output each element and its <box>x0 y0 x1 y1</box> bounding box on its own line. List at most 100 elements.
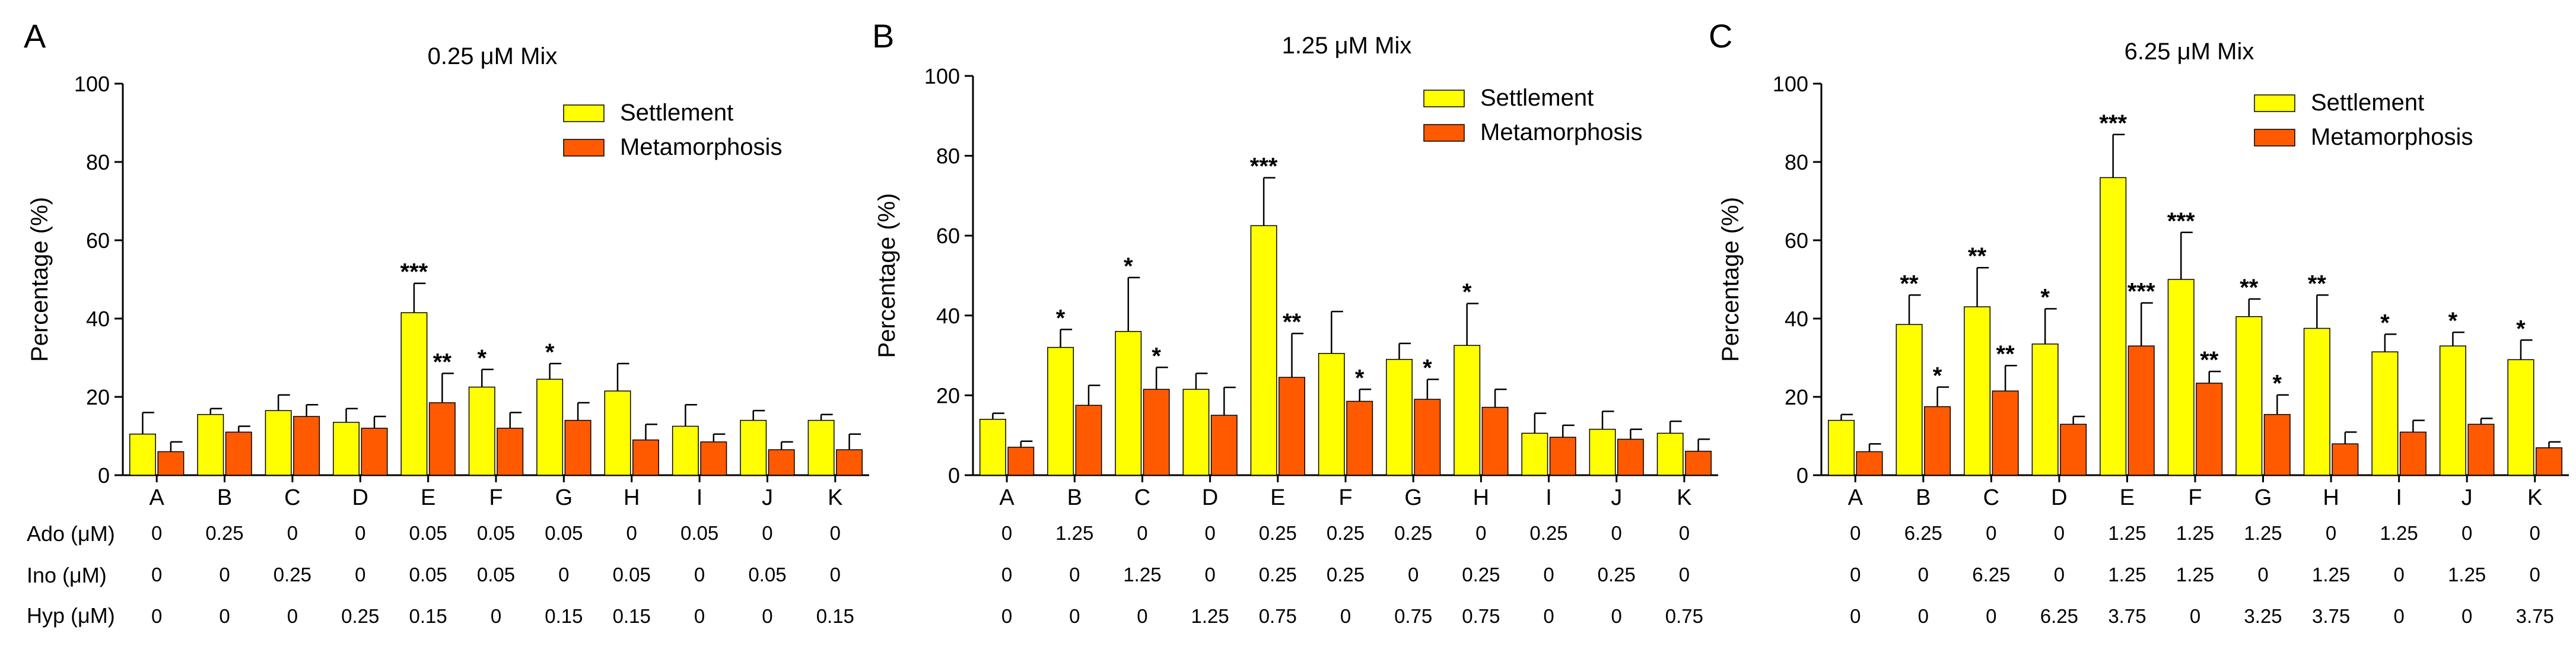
concentration-ino: 0 <box>2257 564 2268 586</box>
significance-label: * <box>1056 305 1066 331</box>
concentration-ado: 0.25 <box>1327 522 1365 544</box>
concentration-ado: 0 <box>1850 522 1861 544</box>
x-tick-label: E <box>421 485 435 510</box>
settlement-bar-c <box>265 410 292 476</box>
metamorphosis-bar-c <box>293 416 320 476</box>
settlement-bar-h <box>604 390 631 476</box>
y-tick-label: 100 <box>1773 72 1808 96</box>
metamorphosis-bar-j <box>2467 424 2495 476</box>
settlement-bar-g <box>1386 359 1413 476</box>
x-tick-label: A <box>999 485 1015 510</box>
concentration-ado: 0 <box>287 522 298 544</box>
x-tick-label: F <box>2188 485 2202 510</box>
settlement-bar-g <box>2235 316 2263 476</box>
settlement-bar-e <box>2100 177 2127 476</box>
concentration-ino: 0 <box>1204 564 1215 586</box>
settlement-bar-c <box>1115 330 1142 476</box>
metamorphosis-bar-e <box>1279 377 1305 476</box>
metamorphosis-bar-b <box>1075 405 1102 476</box>
concentration-ado: 0.25 <box>1529 522 1567 544</box>
concentration-hyp: 6.25 <box>2040 605 2078 627</box>
concentration-ino: 0.05 <box>409 564 447 586</box>
y-tick-label: 100 <box>924 64 960 88</box>
concentration-ino: 0 <box>1408 564 1419 586</box>
metamorphosis-bar-i <box>2399 431 2426 476</box>
settlement-bar-e <box>1250 225 1277 476</box>
x-tick-label: K <box>2527 485 2542 510</box>
settlement-bar-d <box>333 422 360 476</box>
concentration-ado: 0 <box>151 522 162 544</box>
legend: Settlement Metamorphosis <box>563 100 782 160</box>
metamorphosis-bar-i <box>1549 437 1576 476</box>
y-axis-label: Percentage (%) <box>874 193 900 358</box>
chart-panel-b: B 1.25 μM Mix 0 20 40 60 80 100 Percentage (%) A 0… <box>872 17 1718 627</box>
settlement-bar-h <box>2303 327 2330 476</box>
concentration-hyp: 0.75 <box>1259 605 1297 627</box>
concentration-hyp: 0 <box>694 605 705 627</box>
panel-letter: A <box>24 17 46 55</box>
significance-label: * <box>477 345 486 371</box>
x-tick-label: H <box>2323 485 2339 510</box>
settlement-bar-f <box>1318 352 1345 476</box>
concentration-hyp: 0.75 <box>1462 605 1500 627</box>
metamorphosis-bar-e <box>428 402 456 476</box>
settlement-bar-a <box>1827 419 1855 476</box>
significance-label: * <box>2380 310 2390 336</box>
legend-entry: Settlement <box>2311 90 2424 116</box>
concentration-ino: 0.05 <box>477 564 515 586</box>
concentration-ino: 0.25 <box>1259 564 1297 586</box>
x-tick-label: I <box>697 485 703 510</box>
x-tick-label: B <box>217 485 232 510</box>
concentration-hyp: 0 <box>219 605 230 627</box>
concentration-ado: 0 <box>2054 522 2065 544</box>
significance-label: ** <box>1283 309 1302 335</box>
concentration-hyp: 0 <box>2461 605 2472 627</box>
significance-label: * <box>1355 365 1365 391</box>
x-tick-label: E <box>2120 485 2135 510</box>
concentration-hyp: 0 <box>762 605 772 627</box>
metamorphosis-bar-i <box>700 441 727 476</box>
metamorphosis-bar-k <box>2535 447 2563 476</box>
significance-label: * <box>1124 253 1133 279</box>
settlement-bar-d <box>2031 343 2059 476</box>
concentration-ino: 1.25 <box>2312 564 2350 586</box>
concentration-hyp: 0 <box>1001 605 1012 627</box>
settlement-bar-g <box>536 378 564 476</box>
y-tick-label: 0 <box>948 463 960 488</box>
x-tick-label: E <box>1270 485 1285 510</box>
x-tick-label: G <box>2254 485 2272 510</box>
x-tick-label: J <box>762 485 773 510</box>
settlement-bar-j <box>1589 428 1616 476</box>
y-axis-label: Percentage (%) <box>1718 197 1744 362</box>
concentration-ino: 1.25 <box>2176 564 2214 586</box>
concentration-ado: 0 <box>1204 522 1215 544</box>
chart-panel-c: C 6.25 μM Mix 0 20 40 60 80 100 Percentage (%) A 0… <box>1709 17 2569 627</box>
y-tick-label: 60 <box>936 224 960 248</box>
metamorphosis-bar-h <box>632 439 659 476</box>
metamorphosis-bar-f <box>497 428 524 476</box>
metamorphosis-bar-g <box>1414 399 1441 476</box>
concentration-hyp: 3.75 <box>2516 605 2554 627</box>
concentration-ado: 0 <box>1611 522 1622 544</box>
legend-entry: Settlement <box>620 100 733 126</box>
concentration-ino: 0 <box>1069 564 1080 586</box>
significance-label: *** <box>2167 208 2195 234</box>
concentration-ado: 0 <box>355 522 365 544</box>
concentration-ado: 0 <box>1986 522 1996 544</box>
metamorphosis-bar-k <box>1685 450 1712 476</box>
metamorphosis-bar-b <box>1924 406 1951 476</box>
significance-label: ** <box>1968 243 1987 269</box>
legend-swatch-settlement <box>1423 90 1465 107</box>
x-tick-label: I <box>2396 485 2402 510</box>
settlement-bar-a <box>129 433 156 476</box>
significance-label: *** <box>2099 110 2127 136</box>
concentration-ino: 0 <box>1679 564 1690 586</box>
x-tick-label: G <box>1404 485 1422 510</box>
concentration-ino: 0 <box>694 564 705 586</box>
y-tick-label: 80 <box>936 144 960 168</box>
row-label: Ino (μM) <box>27 563 107 587</box>
concentration-hyp: 0.25 <box>341 605 379 627</box>
concentration-ino: 0.05 <box>613 564 651 586</box>
x-tick-label: J <box>1611 485 1622 510</box>
legend-swatch-metamorphosis <box>1423 124 1465 142</box>
